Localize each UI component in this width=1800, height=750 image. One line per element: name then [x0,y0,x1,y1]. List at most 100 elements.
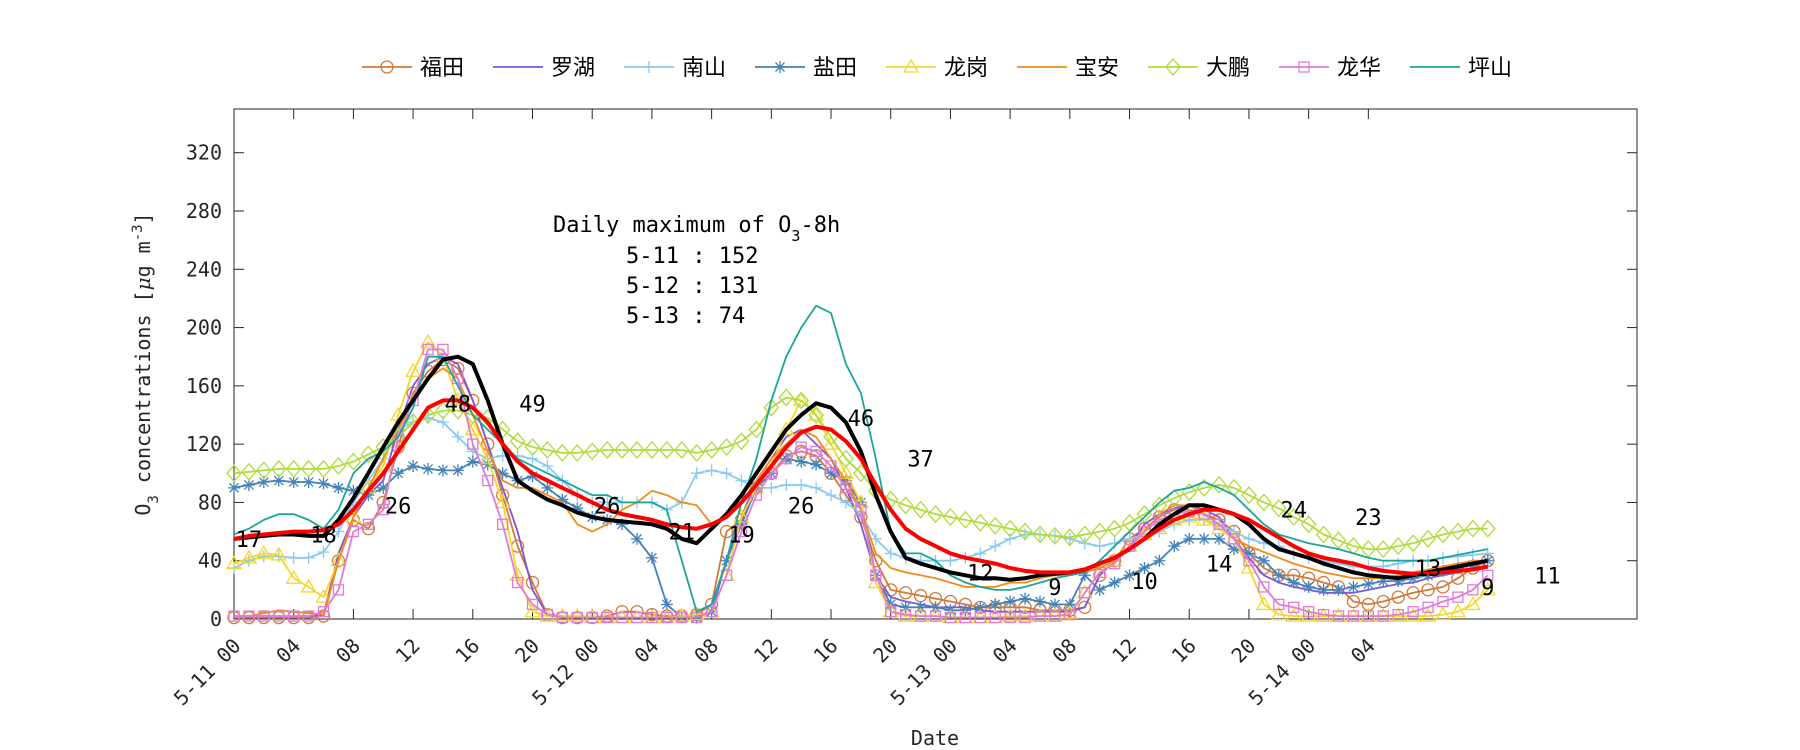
data-point [300,459,317,478]
data-point [688,443,705,462]
data-point [1437,595,1449,608]
data-point [957,510,974,529]
legend-label: 龙岗 [944,56,988,81]
data-label: 9 [1048,576,1061,601]
data-point [270,546,287,561]
data-point [1419,607,1437,622]
data-point [735,474,748,487]
legend-label: 罗湖 [551,56,595,81]
data-point [1004,532,1017,545]
data-point [437,343,449,356]
data-label: 37 [907,448,934,473]
data-point [840,482,852,494]
data-point [1032,525,1048,544]
data-point [974,547,987,560]
data-point [1302,606,1315,618]
data-point [288,610,300,622]
data-point [1198,532,1211,545]
y-tick-label: 320 [186,141,222,165]
data-point [1346,594,1361,609]
data-point [1063,598,1076,611]
data-point [287,551,300,564]
data-point [1001,607,1019,622]
data-label: 12 [967,561,994,586]
data-label: 13 [1415,557,1442,582]
data-point [703,440,720,459]
plot-area [233,108,1638,620]
data-point [1255,493,1272,512]
data-point [974,601,987,614]
legend-label: 龙华 [1337,56,1381,81]
data-point [795,478,808,491]
y-axis: 0 40 80 120 160 200 240 280 320 [186,141,1637,631]
data-point [377,504,389,516]
data-point [1076,525,1093,544]
x-tick-label: 16 [809,634,843,668]
ylabel-pre: O [131,504,155,516]
data-point [1404,607,1422,622]
data-point [601,611,613,624]
x-tick-label: 08 [331,634,365,668]
data-point [541,608,554,621]
data-point [690,467,703,480]
data-point [1034,610,1046,622]
data-point [451,430,464,443]
data-point [300,578,317,593]
series-line-9 [233,354,1489,582]
data-point [1375,540,1392,559]
data-point [226,464,242,483]
data-point [870,569,882,581]
data-point [630,532,643,545]
data-point [1391,590,1405,604]
data-point [1048,598,1061,611]
series-line [234,358,1489,619]
data-point [750,489,763,501]
data-point [1287,576,1300,589]
data-point [1315,525,1332,544]
data-point [1093,583,1106,596]
data-point [1407,572,1420,585]
data-point [360,445,377,464]
data-label: 24 [1280,499,1307,524]
data-label: 14 [1206,553,1233,578]
data-point [1464,519,1481,538]
data-point [1017,522,1033,541]
data-point [571,611,583,624]
data-point [1464,596,1481,611]
data-point [884,547,897,560]
data-point [645,607,659,622]
data-point [765,481,778,494]
x-tick-label: 04 [271,634,305,668]
y-tick-label: 160 [186,374,222,398]
data-point [345,452,362,471]
inset-line-3: 5-13 : 74 [626,304,745,329]
data-point [914,610,927,622]
series-line [234,348,1489,619]
data-point [1272,569,1285,582]
data-point [526,470,539,483]
data-point [688,606,705,621]
data-point [541,460,554,472]
data-point [257,550,270,563]
x-tick-label: 12 [749,634,783,668]
data-point [1452,591,1464,603]
data-point [733,432,750,451]
data-point [466,455,479,468]
series-宝安 [233,367,1488,619]
data-point [586,611,598,624]
data-point [599,440,616,459]
x-axis: 5-11 00 04 08 12 16 205-12 00 04 08 12 16 205-13 0… [169,109,1380,710]
data-point [1168,540,1181,553]
x-tick-label: 12 [1107,634,1141,668]
legend-label: 大鹏 [1206,56,1250,81]
data-point [524,603,541,618]
data-point [673,607,690,622]
series-line [233,304,1488,613]
data-point [1390,537,1407,556]
legend-item: 龙岗 [886,56,988,81]
data-point [1285,508,1302,526]
y-tick-label: 0 [210,607,222,631]
data-point [407,460,420,472]
data-point [287,476,300,489]
data-point [825,460,837,472]
